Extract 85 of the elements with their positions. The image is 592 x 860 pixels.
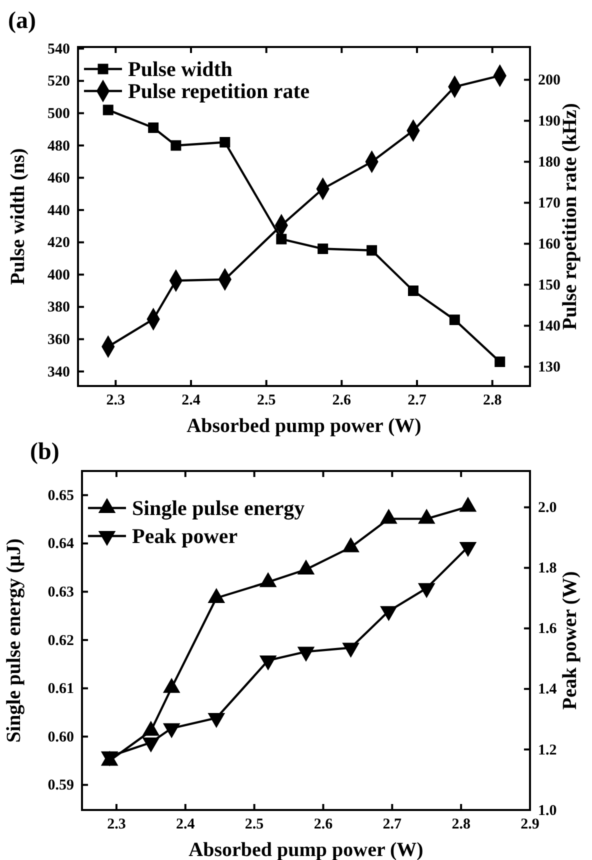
y-tick-label: 540 — [48, 41, 70, 58]
x-tick-label: 2.6 — [332, 392, 352, 409]
legend-label: Pulse repetition rate — [128, 79, 310, 103]
point — [162, 678, 180, 693]
x-tick-label: 2.3 — [106, 392, 126, 409]
y-tick-label: 380 — [48, 300, 70, 316]
point — [494, 356, 506, 368]
legend-label: Peak power — [132, 524, 238, 548]
y-tick-label: 360 — [48, 332, 70, 348]
x-tick-label: 2.7 — [408, 392, 427, 409]
point — [459, 496, 477, 512]
chart-title: (b) — [30, 439, 60, 465]
point — [208, 712, 226, 728]
point — [418, 508, 436, 524]
point — [148, 122, 159, 133]
x-tick-label: 2.5 — [256, 392, 276, 409]
y2-axis-title: Pulse repetition rate (kHz) — [559, 103, 581, 330]
point — [297, 646, 315, 662]
y2-tick-label: 170 — [538, 196, 560, 212]
x-axis-title: Absorbed pump power (W) — [188, 839, 424, 860]
point — [259, 655, 277, 670]
y-tick-label: 340 — [48, 364, 70, 380]
y-tick-label: 0.65 — [48, 488, 74, 504]
y-tick-label: 440 — [48, 202, 70, 219]
y-tick-label: 480 — [48, 138, 70, 154]
y-axis-title: Pulse width (ns) — [7, 148, 29, 285]
y-tick-label: 0.63 — [48, 584, 74, 601]
y-tick-label: 0.60 — [48, 729, 74, 746]
point — [342, 642, 360, 658]
x-tick-label: 2.6 — [314, 816, 334, 833]
point — [318, 244, 328, 254]
x-tick-label: 2.8 — [482, 392, 502, 409]
x-tick-label: 2.4 — [182, 392, 201, 409]
y2-tick-label: 1.6 — [538, 621, 558, 638]
x-tick-label: 2.3 — [107, 816, 126, 833]
x-tick-label: 2.8 — [452, 816, 470, 833]
point — [259, 572, 277, 588]
y-axis-title: Single pulse energy (μJ) — [3, 538, 25, 743]
point — [418, 583, 436, 598]
y-tick-label: 0.59 — [48, 778, 74, 794]
y-tick-label: 0.61 — [48, 681, 74, 698]
x-axis-title: Absorbed pump power (W) — [186, 415, 422, 437]
point — [102, 104, 114, 116]
point — [449, 314, 460, 326]
x-tick-label: 2.5 — [244, 816, 264, 833]
y-tick-label: 500 — [48, 106, 70, 122]
point — [380, 508, 398, 524]
y-tick-label: 520 — [48, 74, 70, 90]
point — [220, 137, 230, 148]
point — [142, 720, 160, 736]
x-tick-label: 2.4 — [176, 816, 196, 833]
point — [342, 537, 360, 552]
chart-title: (a) — [8, 8, 36, 34]
y-tick-label: 460 — [48, 170, 70, 187]
point — [162, 723, 180, 738]
point — [459, 542, 477, 557]
y2-tick-label: 1.0 — [538, 802, 557, 819]
legend-label: Single pulse energy — [132, 496, 306, 520]
y2-tick-label: 190 — [538, 114, 560, 130]
y2-tick-label: 2.0 — [538, 500, 557, 516]
y2-tick-label: 1.4 — [538, 682, 558, 698]
x-tick-label: 2.9 — [520, 816, 540, 833]
y-tick-label: 420 — [48, 235, 70, 252]
y2-tick-label: 180 — [538, 154, 560, 171]
point — [297, 560, 315, 575]
point — [408, 286, 418, 296]
point — [366, 245, 378, 256]
point — [276, 234, 287, 244]
y2-tick-label: 200 — [538, 72, 560, 89]
y2-tick-label: 1.8 — [538, 560, 557, 577]
point — [380, 606, 398, 622]
y2-tick-label: 160 — [538, 236, 560, 253]
y-tick-label: 0.62 — [48, 632, 74, 649]
y2-axis-title: Peak power (W) — [559, 571, 581, 710]
x-tick-label: 2.7 — [382, 816, 402, 833]
point — [170, 140, 182, 151]
y-tick-label: 0.64 — [48, 536, 74, 552]
y2-tick-label: 1.2 — [538, 742, 557, 758]
y2-tick-label: 140 — [538, 318, 560, 335]
point — [142, 738, 160, 753]
legend-label: Pulse width — [128, 57, 233, 81]
point — [208, 588, 226, 604]
y2-tick-label: 130 — [538, 360, 560, 376]
y-tick-label: 400 — [48, 267, 70, 284]
y2-tick-label: 150 — [538, 278, 560, 294]
